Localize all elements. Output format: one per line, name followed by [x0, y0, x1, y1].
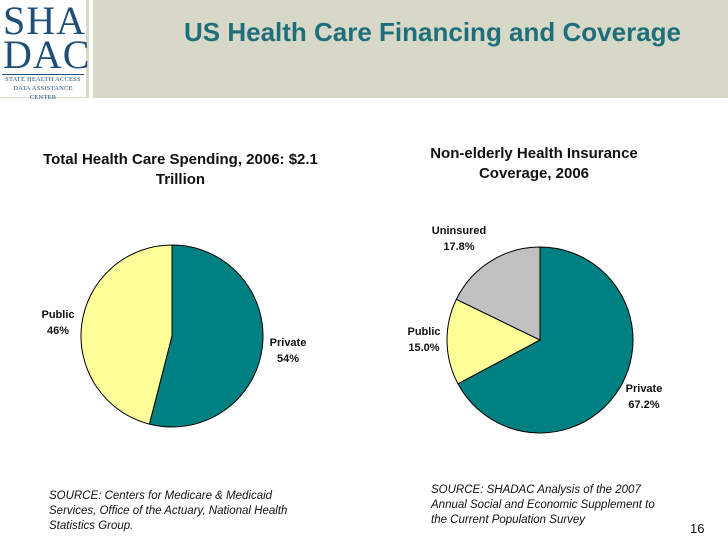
chart-2-label-private: Private	[626, 383, 663, 395]
chart-2-label-public: Public	[407, 326, 440, 338]
logo-subtitle-box: STATE HEALTH ACCESS DATA ASSISTANCE CENT…	[2, 74, 84, 101]
chart-2-title: Non-elderly Health Insurance Coverage, 2…	[430, 145, 638, 182]
chart-1-value-private: 54%	[277, 353, 299, 365]
chart-1-value-public: 46%	[47, 325, 69, 337]
logo-line-1: SHA	[3, 0, 87, 43]
shadac-logo: SHA DAC STATE HEALTH ACCESS DATA ASSISTA…	[0, 0, 91, 101]
chart-2-value-uninsured: 17.8%	[443, 241, 474, 253]
header-divider	[89, 0, 93, 98]
chart-2-slice-public	[446, 298, 542, 385]
page-number: 16	[690, 521, 705, 536]
logo-subtitle-1: STATE HEALTH ACCESS	[5, 76, 81, 83]
chart-1-slice-public	[80, 244, 173, 425]
chart-2-value-private: 67.2%	[628, 399, 659, 411]
chart-2-label-uninsured: Uninsured	[432, 225, 486, 237]
slide-title: US Health Care Financing and Coverage	[183, 17, 681, 47]
chart-2-value-public: 15.0%	[408, 342, 439, 354]
chart-2-slice-uninsured	[455, 246, 541, 341]
chart-2-source: SOURCE: SHADAC Analysis of the 2007 Annu…	[431, 484, 655, 526]
logo-line-2: DAC	[3, 32, 91, 77]
chart-1-label-private: Private	[270, 337, 307, 349]
chart-1-title: Total Health Care Spending, 2006: $2.1 T…	[43, 151, 318, 188]
chart-1-label-public: Public	[41, 309, 74, 321]
header-band	[0, 0, 728, 98]
chart-1-slice-private	[148, 244, 264, 428]
chart-2-slice-private	[457, 246, 634, 434]
logo-subtitle-2: DATA ASSISTANCE CENTER	[13, 85, 73, 101]
chart-1-source: SOURCE: Centers for Medicare & Medicaid …	[49, 490, 288, 532]
